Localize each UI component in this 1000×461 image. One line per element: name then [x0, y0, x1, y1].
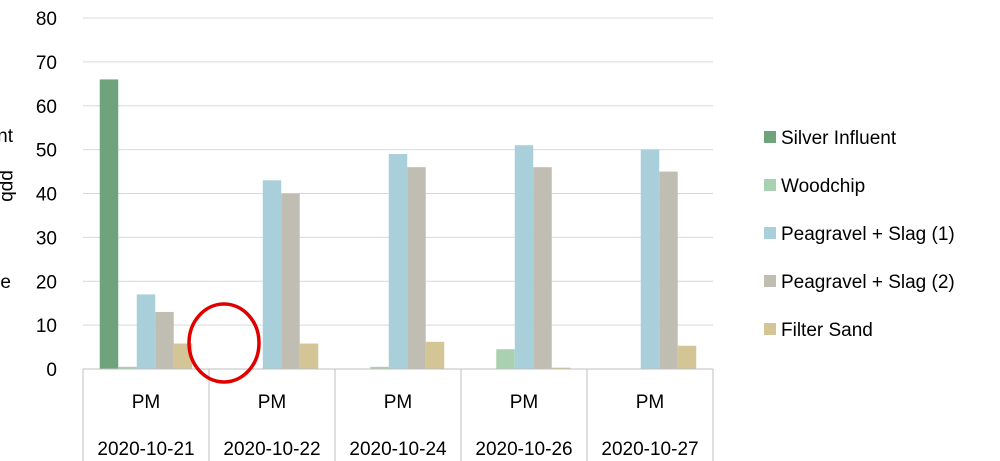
y-tick-label: 10	[36, 316, 57, 337]
legend-label: Filter Sand	[781, 320, 873, 341]
y-axis-label-fragment-2: e	[0, 272, 11, 293]
x-tick-label-date: 2020-10-24	[349, 439, 447, 460]
bar	[496, 349, 515, 369]
bar	[370, 366, 389, 369]
y-tick-label: 20	[36, 272, 57, 293]
y-tick-label: 0	[46, 360, 57, 381]
bar	[136, 294, 156, 369]
bar	[118, 366, 137, 369]
x-tick-label-time: PM	[132, 392, 161, 413]
bar	[551, 367, 571, 369]
y-tick-label: 30	[36, 228, 57, 249]
y-tick-label: 50	[36, 141, 57, 162]
y-axis-ticks: 0 10 20 30 40 50 60 70 80	[36, 9, 57, 381]
highlight-circle	[187, 302, 261, 384]
x-tick-label-time: PM	[258, 392, 287, 413]
y-tick-label: 60	[36, 97, 57, 118]
bar	[677, 345, 697, 369]
annotations	[187, 302, 261, 384]
bar	[388, 154, 408, 369]
legend-label: Peagravel + Slag (2)	[781, 272, 955, 293]
x-tick-label-date: 2020-10-27	[601, 439, 698, 460]
bar	[659, 171, 678, 369]
y-tick-label: 70	[36, 53, 57, 74]
y-tick-label: 80	[36, 9, 57, 30]
bar	[281, 193, 300, 369]
y-tick-label: 40	[36, 185, 57, 206]
x-tick-label-time: PM	[636, 392, 665, 413]
bar	[262, 180, 282, 369]
y-axis-label-unit: ppb	[0, 170, 18, 202]
legend-swatch	[764, 275, 776, 287]
bar	[173, 343, 193, 369]
y-axis-label: nt ppb e	[0, 126, 18, 293]
legend-swatch	[764, 131, 776, 143]
x-tick-label-date: 2020-10-21	[97, 439, 194, 460]
bar	[533, 167, 552, 369]
bars	[99, 79, 697, 370]
legend-swatch	[764, 323, 776, 335]
x-tick-label-date: 2020-10-22	[223, 439, 320, 460]
y-axis-label-fragment-1: nt	[0, 126, 14, 147]
bar	[425, 341, 445, 369]
legend-swatch	[764, 227, 776, 239]
x-tick-label-date: 2020-10-26	[475, 439, 572, 460]
bar	[155, 311, 174, 369]
bar	[299, 343, 319, 369]
legend-swatch	[764, 179, 776, 191]
legend-label: Silver Influent	[781, 128, 897, 149]
bar	[640, 149, 660, 370]
x-axis: PM 2020-10-21 PM 2020-10-22 PM 2020-10-24 PM 20…	[82, 368, 714, 461]
x-tick-label-time: PM	[384, 392, 413, 413]
legend: Silver Influent Woodchip Peagravel + Slag …	[764, 128, 955, 341]
x-tick-label-time: PM	[510, 392, 539, 413]
bar	[514, 145, 534, 369]
bar	[407, 167, 426, 369]
legend-label: Woodchip	[781, 176, 865, 197]
bar	[99, 79, 119, 370]
legend-label: Peagravel + Slag (1)	[781, 224, 955, 245]
